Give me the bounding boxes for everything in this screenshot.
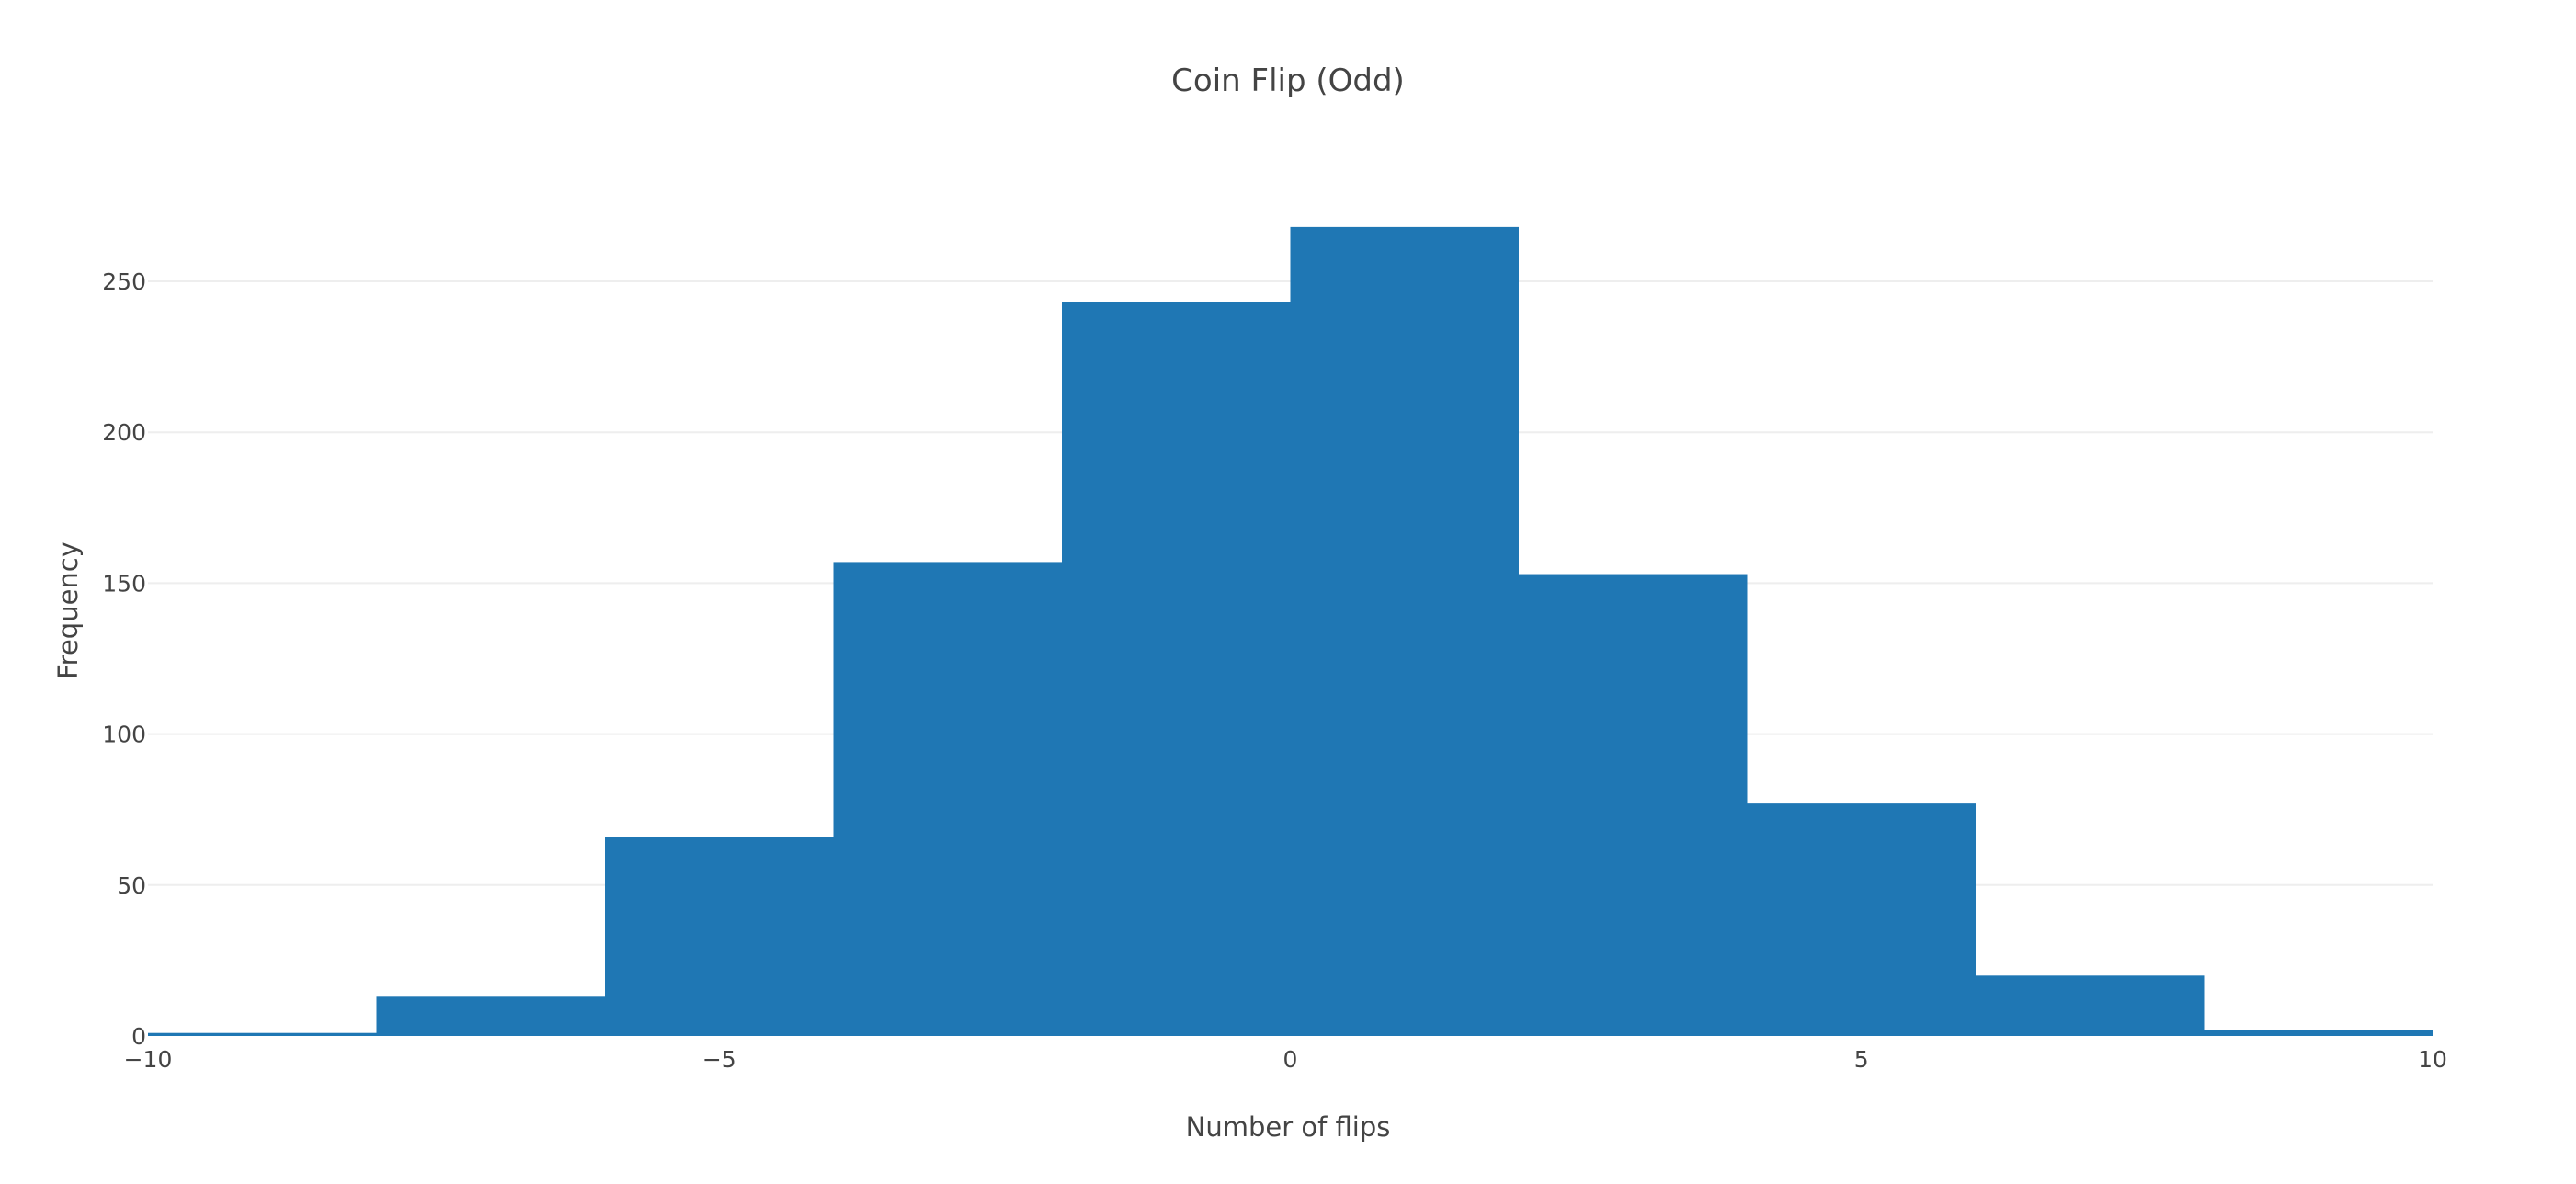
histogram-bar <box>376 996 605 1036</box>
histogram-bar <box>1976 975 2205 1036</box>
histogram-bar <box>833 562 1062 1036</box>
y-tick-label: 250 <box>102 268 146 295</box>
histogram-bar <box>1062 302 1291 1036</box>
x-tick-label: 0 <box>1283 1046 1298 1073</box>
x-tick-label: −10 <box>124 1046 173 1073</box>
x-axis-ticks: −10 −5 0 5 10 <box>124 1046 2447 1073</box>
y-tick-label: 150 <box>102 570 146 597</box>
y-tick-label: 200 <box>102 419 146 446</box>
bars-layer <box>148 226 2433 1036</box>
histogram-bar <box>148 1032 377 1036</box>
x-tick-label: 10 <box>2418 1046 2447 1073</box>
histogram-bar <box>1290 226 1519 1036</box>
histogram-bar <box>1519 574 1748 1036</box>
x-axis-title: Number of flips <box>1186 1111 1391 1143</box>
y-axis-ticks: 0 50 100 150 200 250 <box>102 268 146 1050</box>
y-tick-label: 100 <box>102 722 146 748</box>
y-tick-label: 50 <box>117 872 146 899</box>
histogram-bar <box>2204 1030 2433 1036</box>
y-axis-title: Frequency <box>52 541 84 679</box>
histogram-bar <box>605 837 834 1036</box>
x-tick-label: 5 <box>1854 1046 1869 1073</box>
x-tick-label: −5 <box>702 1046 736 1073</box>
histogram-bar <box>1747 803 1976 1036</box>
chart-title: Coin Flip (Odd) <box>1171 63 1405 99</box>
y-tick-label: 0 <box>131 1023 146 1050</box>
